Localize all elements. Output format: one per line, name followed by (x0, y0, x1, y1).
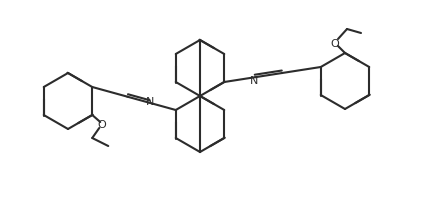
Text: O: O (98, 119, 107, 129)
Text: O: O (330, 39, 339, 49)
Text: N: N (146, 96, 154, 106)
Text: N: N (250, 76, 258, 86)
